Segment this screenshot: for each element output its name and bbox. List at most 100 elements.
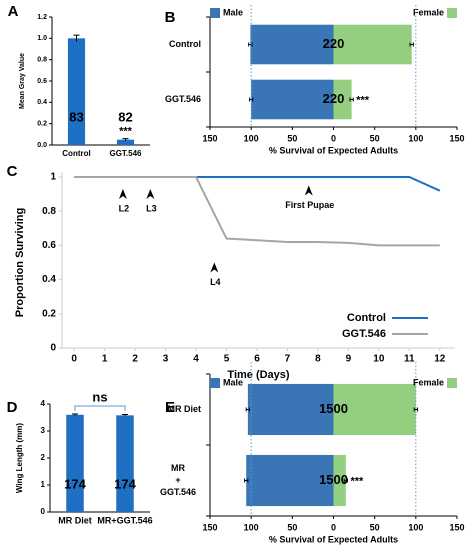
y-tick-label: 0.2 [42,308,56,319]
error-bar [409,42,414,47]
bar-label: 174 [114,476,136,491]
significance: *** [356,94,370,106]
y-axis-label: Proportion Surviving [14,208,26,317]
y-tick-label: 0 [41,507,46,516]
arrowhead [146,188,155,199]
arrowhead [118,188,127,199]
error-bar [245,407,251,412]
panel-letter: D [7,399,18,416]
bar [250,24,334,65]
legend-swatch [210,8,220,18]
y-tick-label: 0.8 [37,57,47,64]
x-tick-label: 50 [287,522,297,532]
annotation: L2 [119,203,130,213]
x-tick-label: MR Diet [58,515,92,525]
bar-label: 174 [64,476,86,491]
y-tick-label: 0.2 [37,121,47,128]
y-tick-label: Control [169,39,201,49]
annotation: First Pupae [285,200,334,210]
legend-swatch [447,378,457,388]
line [74,176,440,247]
bar [246,454,334,507]
y-tick-label: 1 [41,480,46,489]
x-tick-label: 2 [132,354,138,365]
x-axis-label: % Survival of Expected Adults [269,534,398,544]
y-tick-label: 0 [50,343,56,354]
y-tick-label: + [175,475,180,485]
bar [66,414,84,512]
x-tick-label: 4 [193,354,199,365]
legend-label: Male [223,377,243,387]
y-tick-label: 0.4 [37,99,47,106]
bar [251,79,334,120]
bar [333,383,416,436]
error-bar [122,414,128,417]
y-tick-label: 1.2 [37,14,47,21]
x-tick-label: 0 [331,133,336,143]
x-tick-label: 11 [404,354,415,365]
bracket [74,405,126,411]
bar [116,415,134,512]
y-tick-label: 0.6 [37,78,47,85]
x-tick-label: 3 [163,354,169,365]
x-tick-label: 0 [331,522,336,532]
error-bar [413,407,418,412]
error-bar [244,478,249,483]
x-tick-label: 12 [434,354,446,365]
x-tick-label: 10 [373,354,385,365]
y-tick-label: GGT.546 [165,94,201,104]
x-tick-label: 100 [244,133,259,143]
error-bar [72,413,78,416]
x-tick-label: 8 [315,354,321,365]
y-tick-label: 0.4 [42,274,56,285]
significance: *** [119,126,133,138]
annotation: L4 [210,277,221,287]
annotation: L3 [146,203,157,213]
x-tick-label: 9 [346,354,352,365]
panel-letter: E [165,399,175,416]
bar [67,38,86,146]
x-tick-label: 50 [287,133,297,143]
x-tick-label: 5 [224,354,230,365]
x-tick-label: MR+GGT.546 [97,515,152,525]
legend-label: Female [413,377,444,387]
legend-swatch [447,8,457,18]
x-tick-label: 7 [285,354,291,365]
y-tick-label: MR Diet [168,404,202,414]
error-bar [349,97,354,102]
x-tick-label: 150 [449,133,464,143]
x-axis-label: Time (Days) [227,369,289,381]
legend-label: Female [413,7,444,17]
x-tick-label: 150 [449,522,464,532]
bar-label: 220 [323,36,345,51]
bar-label: 1500 [319,472,348,487]
error-bar [122,138,129,141]
x-tick-label: 6 [254,354,260,365]
x-tick-label: 50 [370,133,380,143]
y-tick-label: 3 [41,426,46,435]
panel-letter: A [8,3,19,20]
y-tick-label: 2 [41,453,46,462]
bar [333,454,346,507]
line [74,176,441,192]
x-axis-label: % Survival of Expected Adults [269,145,398,155]
bar-label: 82 [118,109,132,124]
significance: ns [92,389,107,404]
arrowhead [210,262,219,273]
y-tick-label: 0.6 [42,240,56,251]
y-tick-label: 0.8 [42,206,56,217]
y-tick-label: 4 [41,399,46,408]
significance: *** [350,475,364,487]
x-tick-label: Control [62,149,90,158]
bar [333,24,412,65]
bar [116,139,135,145]
bar [333,79,352,120]
legend-label: GGT.546 [342,328,386,340]
y-tick-label: 1 [50,172,56,183]
x-tick-label: GGT.546 [109,149,142,158]
x-tick-label: 100 [244,522,259,532]
x-tick-label: 1 [102,354,108,365]
y-tick-label: 0.0 [37,142,47,149]
panel-letter: B [165,9,176,26]
